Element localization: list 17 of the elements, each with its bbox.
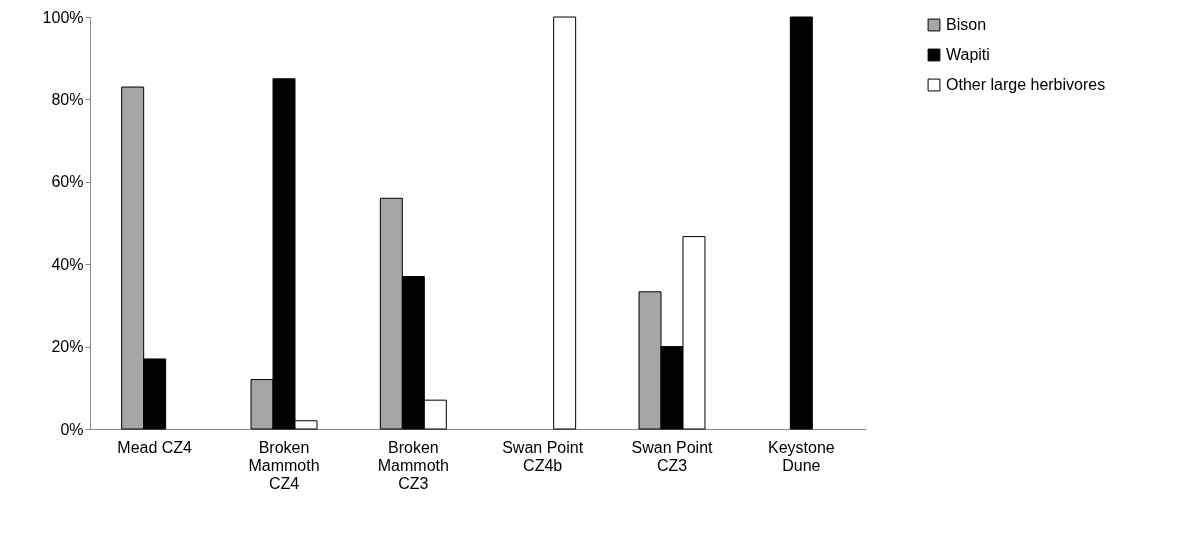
x-tick-label: Broken Mammoth CZ3 [377,438,449,492]
x-tick-label: Swan Point CZ4b [502,438,584,474]
x-tick-label: Broken Mammoth CZ4 [248,438,320,492]
y-tick-label: 40% [51,255,84,273]
y-tick-label: 0% [60,420,84,438]
y-tick-label: 60% [51,173,84,191]
legend-label: Other large herbivores [946,76,1106,93]
legend-label: Wapiti [946,46,990,63]
y-tick-label: 80% [51,90,84,108]
x-tick-label: Mead CZ4 [117,438,193,456]
x-tick-label: Keystone Dune [767,438,835,474]
bar [553,16,577,430]
y-tick-label: 20% [51,338,84,356]
legend-label: Bison [946,16,987,33]
y-tick-label: 100% [42,8,84,26]
x-tick-label: Swan Point CZ3 [631,438,714,474]
bar [789,16,813,430]
